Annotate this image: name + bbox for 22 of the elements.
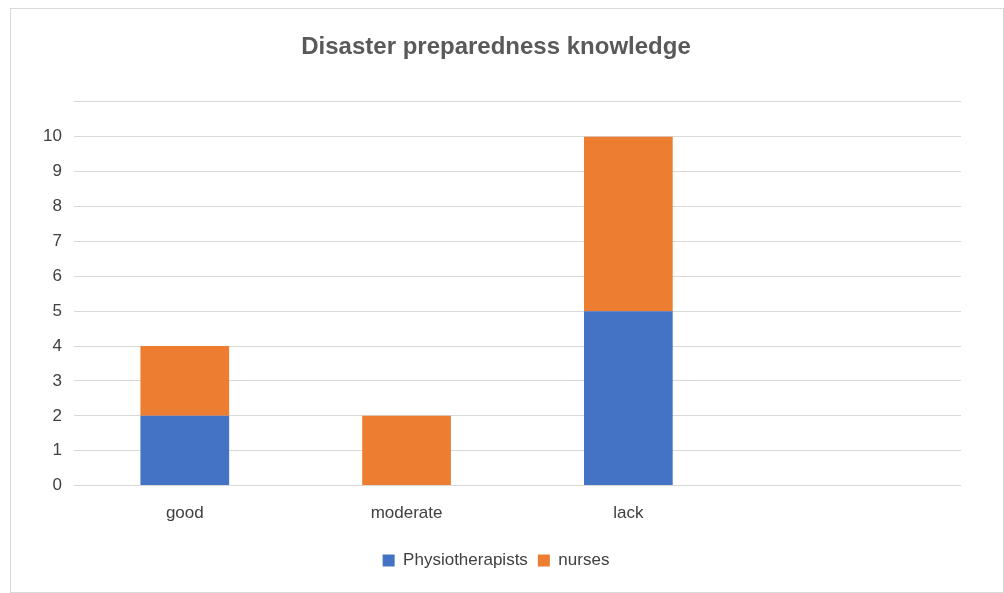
y-tick-label: 10: [42, 126, 62, 146]
y-tick-label: 4: [52, 335, 62, 355]
y-tick-label: 6: [52, 265, 62, 285]
y-tick-label: 2: [52, 405, 62, 425]
x-tick-label: lack: [613, 503, 644, 523]
y-tick-label: 1: [52, 440, 62, 460]
y-tick-label: 0: [52, 475, 62, 495]
y-tick-label: 9: [52, 161, 62, 181]
y-tick-label: 7: [52, 231, 62, 251]
bar: [362, 415, 451, 486]
chart-title: Disaster preparedness knowledge: [301, 32, 691, 60]
x-tick-label: moderate: [370, 503, 443, 523]
y-tick-label: 8: [52, 196, 62, 216]
legend-label: Physiotherapists: [403, 550, 528, 570]
bar: [140, 346, 230, 416]
bar: [583, 136, 673, 312]
y-tick-label: 3: [52, 370, 62, 390]
y-tick-label: 5: [52, 300, 62, 320]
bar: [583, 311, 673, 486]
legend-label: nurses: [558, 550, 610, 570]
x-tick-label: good: [165, 503, 204, 523]
bar: [140, 415, 230, 486]
